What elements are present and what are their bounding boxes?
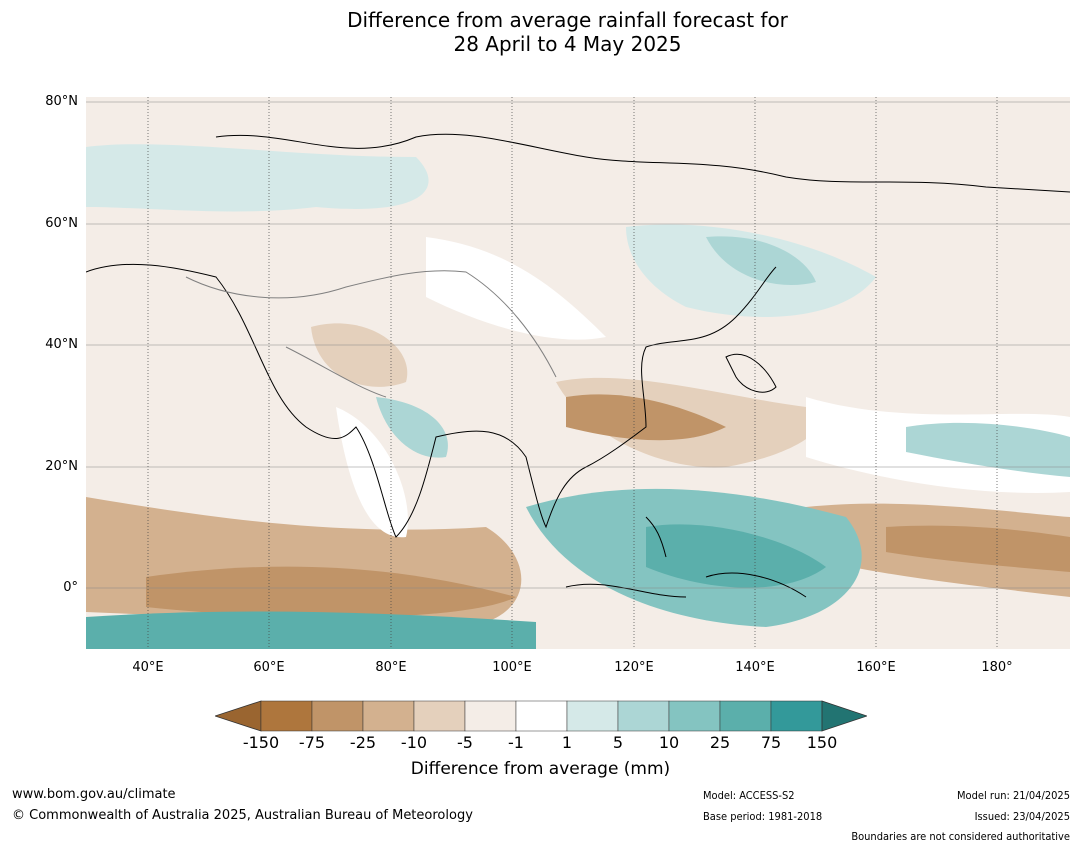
disclaimer-text: Boundaries are not considered authoritat… (851, 830, 1070, 843)
map-title: Difference from average rainfall forecas… (0, 8, 1081, 56)
lon-label-180: 180° (981, 660, 1013, 675)
model-run-text: Model run: 21/04/2025 (957, 789, 1070, 802)
legend-tick-minus10: -10 (400, 733, 428, 752)
lat-label-40n: 40°N (45, 337, 78, 352)
country-boundaries (185, 270, 557, 398)
map-canvas (86, 97, 1070, 649)
region-japan-sea-wet-core (706, 236, 816, 285)
legend-tick-5: 5 (612, 733, 624, 752)
legend-tick-75: 75 (760, 733, 782, 752)
legend-swatch-2 (311, 700, 364, 732)
legend-swatch-below-min (215, 700, 262, 732)
lon-label-60e: 60°E (253, 660, 285, 675)
legend-swatch-3 (362, 700, 415, 732)
legend-tick-minus25: -25 (349, 733, 377, 752)
legend-swatch-8 (617, 700, 670, 732)
copyright-text: © Commonwealth of Australia 2025, Austra… (12, 808, 473, 823)
legend-swatch-9 (668, 700, 721, 732)
lon-label-40e: 40°E (132, 660, 164, 675)
longitude-gridlines (147, 97, 998, 649)
legend-tick-150: 150 (806, 733, 838, 752)
base-period-text: Base period: 1981-2018 (703, 810, 823, 823)
latitude-gridlines (86, 101, 1070, 589)
title-line-1: Difference from average rainfall forecas… (347, 8, 788, 32)
title-line-2: 28 April to 4 May 2025 (453, 32, 682, 56)
legend-tick-minus5: -5 (457, 733, 473, 752)
legend-tick-minus1: -1 (508, 733, 524, 752)
region-indian-ocean-dry-core (146, 566, 516, 618)
legend-title: Difference from average (mm) (410, 759, 671, 779)
region-maritime-continent-core (646, 524, 826, 588)
rainfall-map (86, 97, 1070, 649)
issued-text: Issued: 23/04/2025 (974, 810, 1070, 823)
region-southern-ocean-wet (86, 611, 536, 649)
legend-swatch-1 (260, 700, 313, 732)
legend-swatch-4 (413, 700, 466, 732)
region-pacific-dry-core (886, 525, 1070, 572)
legend-swatch-11 (770, 700, 823, 732)
legend-tick-1: 1 (561, 733, 573, 752)
region-siberia-wet (86, 144, 429, 212)
region-mongolia-neutral (426, 237, 606, 340)
legend-swatch-5 (464, 700, 517, 732)
region-india-neutral (336, 407, 408, 538)
model-text: Model: ACCESS-S2 (703, 789, 795, 802)
lat-label-0: 0° (63, 580, 78, 595)
lat-label-60n: 60°N (45, 216, 78, 231)
lat-label-80n: 80°N (45, 94, 78, 109)
lon-label-140e: 140°E (735, 660, 775, 675)
legend-swatch-10 (719, 700, 772, 732)
region-bay-bengal-wet (376, 397, 448, 458)
legend-tick-minus150: -150 (242, 733, 280, 752)
lon-label-80e: 80°E (375, 660, 407, 675)
website-link[interactable]: www.bom.gov.au/climate (12, 787, 176, 802)
coastline-arctic (215, 133, 1070, 193)
legend-swatch-7 (566, 700, 619, 732)
legend-tick-minus75: -75 (298, 733, 326, 752)
legend-tick-10: 10 (658, 733, 680, 752)
lat-label-20n: 20°N (45, 459, 78, 474)
coastline-japan (725, 353, 777, 393)
lon-label-160e: 160°E (856, 660, 896, 675)
region-pacific-wet (906, 422, 1070, 477)
coastline-asia (86, 263, 777, 538)
legend-colorbar (215, 700, 867, 732)
legend-swatch-above-max (821, 700, 867, 732)
lon-label-120e: 120°E (614, 660, 654, 675)
legend-swatch-6 (515, 700, 568, 732)
lon-label-100e: 100°E (492, 660, 532, 675)
region-central-asia-dry (311, 323, 408, 387)
legend-tick-25: 25 (709, 733, 731, 752)
